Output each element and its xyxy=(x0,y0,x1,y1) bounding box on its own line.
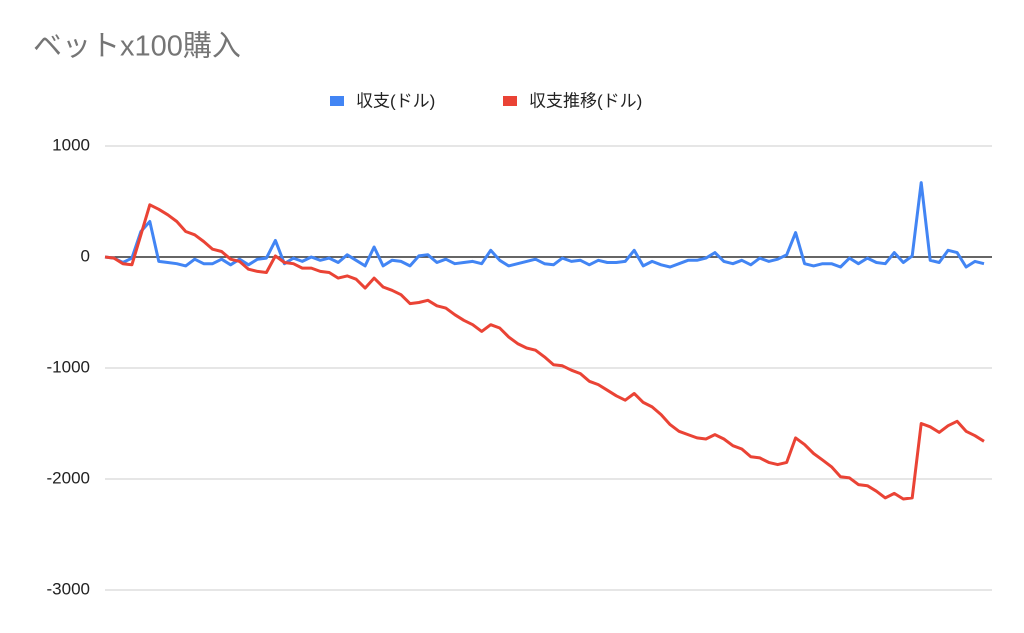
legend-label: 収支推移(ドル) xyxy=(529,91,642,110)
y-tick-label: 0 xyxy=(81,246,90,265)
legend-swatch xyxy=(330,96,344,106)
series-line xyxy=(104,181,985,269)
y-tick-label: -3000 xyxy=(47,579,90,598)
legend-label: 収支(ドル) xyxy=(356,91,435,110)
y-tick-label: -1000 xyxy=(47,357,90,376)
legend-swatch xyxy=(503,96,517,106)
y-tick-label: 1000 xyxy=(52,135,90,154)
series-line xyxy=(104,203,985,501)
y-tick-label: -2000 xyxy=(47,468,90,487)
chart-title: ベットx100購入 xyxy=(33,30,241,63)
